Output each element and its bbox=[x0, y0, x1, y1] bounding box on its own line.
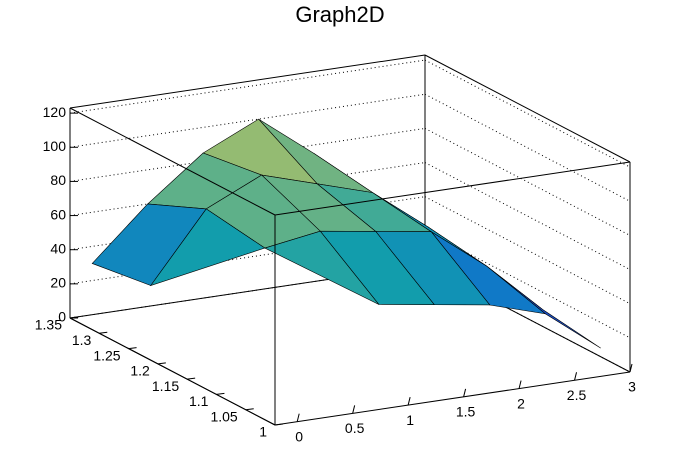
box-edge bbox=[274, 371, 631, 426]
x-tick-label: 0.5 bbox=[345, 420, 365, 436]
surface-cell bbox=[149, 208, 266, 287]
z-tick-label: 80 bbox=[50, 172, 66, 188]
x-tick bbox=[629, 363, 633, 373]
y-tick-label: 1.25 bbox=[93, 347, 120, 363]
surface-cell bbox=[263, 230, 380, 305]
grid-line bbox=[424, 93, 631, 202]
x-tick-label: 3 bbox=[628, 379, 636, 395]
grid-line bbox=[69, 59, 426, 114]
x-tick bbox=[407, 397, 411, 406]
y-tick-label: 1.3 bbox=[72, 332, 92, 348]
grid-line bbox=[424, 230, 631, 339]
grid-line bbox=[424, 264, 631, 373]
z-tick-label: 60 bbox=[50, 206, 66, 222]
z-tick-label: 120 bbox=[43, 104, 67, 120]
y-tick-label: 1 bbox=[259, 424, 267, 440]
x-tick bbox=[518, 380, 522, 389]
grid-line bbox=[424, 196, 631, 305]
y-tick bbox=[69, 316, 79, 319]
x-tick-label: 1.5 bbox=[456, 404, 476, 420]
x-tick bbox=[574, 372, 578, 381]
y-tick-label: 1.35 bbox=[35, 317, 62, 333]
y-tick bbox=[157, 362, 166, 365]
y-tick bbox=[128, 347, 137, 350]
x-tick bbox=[463, 388, 467, 397]
x-tick-label: 2.5 bbox=[567, 387, 587, 403]
y-tick bbox=[245, 408, 254, 411]
x-tick-label: 1 bbox=[406, 412, 414, 428]
y-tick bbox=[274, 423, 284, 426]
x-tick bbox=[296, 413, 300, 422]
chart-title: Graph2D bbox=[295, 2, 384, 27]
y-tick-label: 1.1 bbox=[189, 393, 209, 409]
grid-line bbox=[424, 127, 631, 236]
y-tick bbox=[99, 331, 108, 334]
box-edge bbox=[424, 54, 631, 163]
z-tick-label: 100 bbox=[43, 138, 67, 154]
y-tick-label: 1.15 bbox=[152, 378, 179, 394]
y-tick bbox=[187, 377, 196, 380]
grid-line bbox=[424, 162, 631, 271]
x-tick bbox=[352, 405, 356, 414]
box-edge bbox=[69, 54, 426, 109]
grid-line bbox=[424, 59, 631, 168]
y-tick bbox=[216, 392, 225, 395]
box-edge bbox=[69, 317, 276, 426]
z-tick-label: 20 bbox=[50, 275, 66, 291]
x-tick-label: 0 bbox=[295, 428, 303, 444]
z-tick-label: 40 bbox=[50, 240, 66, 256]
z-tick-label: 0 bbox=[58, 309, 66, 325]
box-edge bbox=[69, 107, 276, 216]
x-tick-label: 2 bbox=[517, 395, 525, 411]
box-edge bbox=[274, 161, 631, 216]
y-tick-label: 1.2 bbox=[130, 363, 150, 379]
y-tick-label: 1.05 bbox=[210, 408, 237, 424]
